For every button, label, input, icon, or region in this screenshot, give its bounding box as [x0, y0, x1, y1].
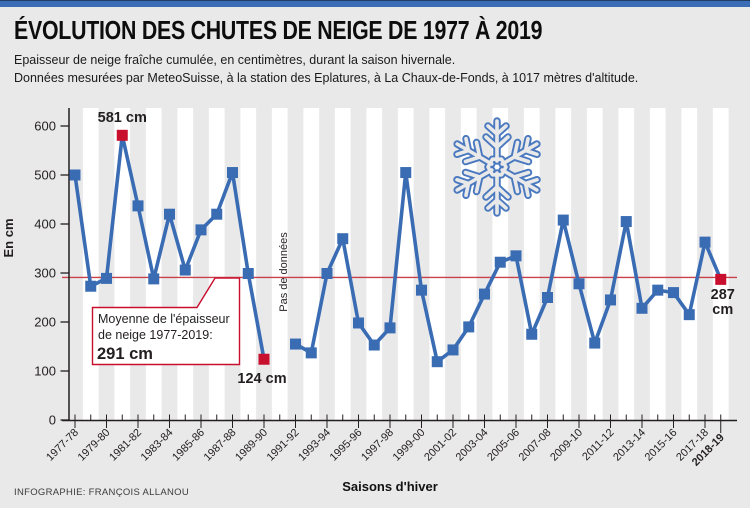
data-point: [195, 224, 207, 236]
data-point: [227, 167, 238, 179]
data-point: [400, 167, 412, 179]
highlighted-data-point: [258, 353, 270, 365]
data-point: [479, 288, 490, 300]
svg-text:En cm: En cm: [1, 218, 16, 257]
svg-text:1987-88: 1987-88: [202, 427, 239, 464]
data-points: [69, 129, 727, 368]
svg-text:1989-90: 1989-90: [233, 427, 270, 464]
subtitle-line2: Données mesurées par MeteoSuisse, à la s…: [14, 71, 639, 85]
data-point: [337, 233, 349, 245]
y-axis-label: En cm: [1, 218, 16, 257]
data-point: [542, 292, 553, 303]
data-point: [211, 208, 223, 220]
data-point: [148, 273, 160, 285]
snowflake-icon: [453, 117, 541, 217]
data-point: [69, 169, 81, 181]
no-data-label: Pas de données: [278, 232, 290, 312]
svg-text:400: 400: [34, 217, 56, 232]
max-value-label: 581 cm: [98, 110, 147, 126]
data-point: [636, 302, 648, 314]
data-point: [164, 208, 175, 220]
average-callout: Moyenne de l'épaisseur de neige 1977-2019…: [91, 277, 241, 366]
svg-text:500: 500: [34, 168, 56, 183]
data-point: [463, 321, 475, 333]
svg-text:1979-80: 1979-80: [76, 427, 113, 464]
data-point: [290, 338, 301, 350]
svg-text:2011-12: 2011-12: [580, 427, 616, 463]
highlighted-data-point: [715, 273, 727, 285]
svg-text:1983-84: 1983-84: [139, 427, 176, 464]
data-point: [132, 200, 144, 212]
data-point: [683, 309, 695, 321]
svg-text:200: 200: [34, 315, 56, 330]
data-point: [447, 344, 459, 356]
svg-text:2015-16: 2015-16: [643, 427, 680, 464]
min-value-label: 124 cm: [237, 371, 286, 387]
data-point: [242, 267, 254, 279]
data-point: [573, 278, 585, 290]
last-value-label-unit: cm: [712, 302, 733, 318]
data-point: [526, 328, 538, 340]
svg-text:0: 0: [49, 413, 56, 428]
highlighted-data-point: [116, 129, 128, 141]
x-axis-title: Saisons d'hiver: [342, 479, 438, 494]
data-point: [589, 337, 601, 349]
svg-text:1995-96: 1995-96: [328, 427, 365, 464]
svg-text:Pas de données: Pas de données: [278, 232, 290, 312]
page-title: ÉVOLUTION DES CHUTES DE NEIGE DE 1977 À …: [14, 15, 543, 45]
svg-text:1985-86: 1985-86: [170, 427, 207, 464]
data-point: [431, 356, 443, 368]
svg-text:100: 100: [34, 364, 56, 379]
svg-text:de neige 1977-2019:: de neige 1977-2019:: [98, 328, 213, 342]
data-point: [668, 287, 679, 299]
svg-text:1997-98: 1997-98: [359, 427, 396, 464]
data-point: [652, 284, 664, 296]
svg-text:600: 600: [34, 119, 56, 134]
data-point: [620, 216, 632, 228]
svg-text:1977-78: 1977-78: [44, 427, 81, 464]
svg-text:2013-14: 2013-14: [611, 427, 648, 464]
data-point: [699, 236, 711, 248]
data-point: [101, 272, 112, 284]
svg-text:2005-06: 2005-06: [485, 427, 522, 464]
svg-text:Moyenne de l'épaisseur: Moyenne de l'épaisseur: [98, 312, 230, 326]
svg-text:2007-08: 2007-08: [517, 427, 554, 464]
svg-text:300: 300: [34, 266, 56, 281]
top-accent-bar: [0, 0, 750, 7]
data-point: [510, 250, 522, 262]
subtitle-line1: Epaisseur de neige fraîche cumulée, en c…: [14, 53, 456, 67]
data-point: [85, 280, 97, 292]
svg-text:1981-82: 1981-82: [107, 427, 144, 464]
data-point: [494, 256, 506, 268]
svg-text:1993-94: 1993-94: [296, 427, 333, 464]
svg-text:2003-04: 2003-04: [454, 427, 491, 464]
svg-text:1991-92: 1991-92: [265, 427, 302, 464]
data-point: [321, 267, 333, 279]
svg-text:1999-00: 1999-00: [391, 427, 428, 464]
infographic-credit: INFOGRAPHIE: FRANÇOIS ALLANOU: [14, 487, 189, 498]
data-point: [384, 322, 396, 334]
data-point: [557, 214, 569, 226]
data-point: [305, 347, 317, 359]
last-value-label: 287: [711, 287, 735, 303]
svg-text:2009-10: 2009-10: [548, 427, 585, 464]
data-point: [353, 317, 364, 329]
data-point: [368, 339, 380, 351]
plot-stripes: [82, 108, 729, 420]
svg-text:2001-02: 2001-02: [422, 427, 459, 464]
data-point: [179, 264, 191, 276]
data-point: [416, 284, 427, 296]
data-point: [605, 294, 616, 306]
svg-text:291 cm: 291 cm: [97, 345, 153, 363]
